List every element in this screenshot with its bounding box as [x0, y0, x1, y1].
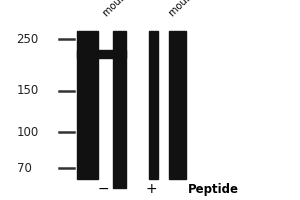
Text: 250: 250	[16, 33, 39, 46]
Text: 70: 70	[16, 162, 32, 175]
Bar	[76, 31, 98, 179]
Bar	[76, 50, 126, 58]
Bar	[148, 31, 158, 179]
Text: Peptide: Peptide	[188, 183, 238, 196]
Bar	[112, 31, 126, 188]
Text: mouse brain: mouse brain	[167, 0, 217, 18]
Bar	[169, 31, 186, 179]
Text: 150: 150	[16, 84, 39, 97]
Text: −: −	[98, 182, 109, 196]
Text: mouse brain: mouse brain	[101, 0, 151, 18]
Text: +: +	[146, 182, 157, 196]
Text: 100: 100	[16, 126, 39, 139]
